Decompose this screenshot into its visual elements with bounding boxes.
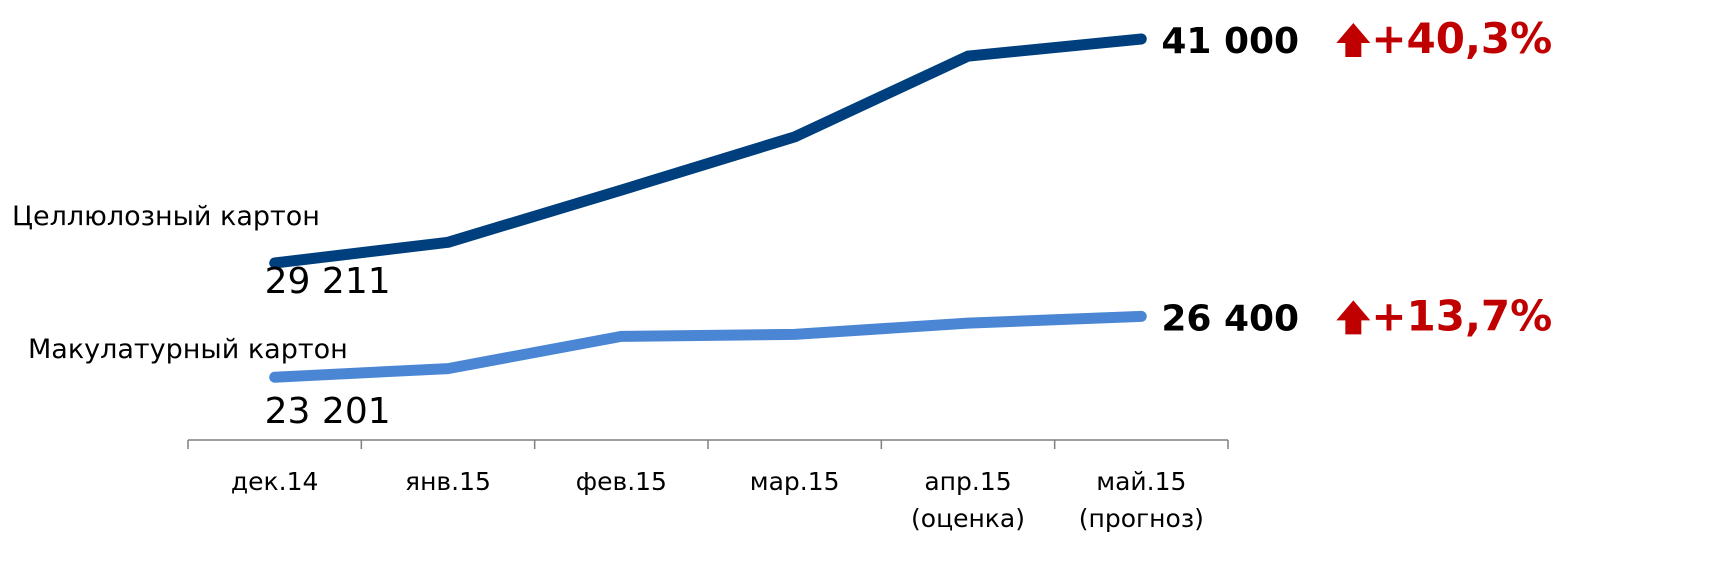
change-percent-label: +13,7% — [1371, 291, 1552, 340]
start-value-label: 29 211 — [265, 261, 391, 302]
x-tick-label: дек.14 — [231, 467, 319, 496]
start-value-label: 23 201 — [265, 391, 391, 432]
chart-labels: Целлюлозный картон 29 211 41 000 +40,3% Маку… — [12, 14, 1552, 432]
x-axis: дек.14 янв.15 фев.15 мар.15 апр.15 (оценка) ма… — [187, 439, 1229, 533]
x-tick-label: мар.15 — [750, 467, 840, 496]
x-tick-sublabel: (прогноз) — [1079, 504, 1204, 533]
change-percent-label: +40,3% — [1371, 14, 1552, 63]
x-tick-sublabel: (оценка) — [911, 504, 1025, 533]
series-name-label: Целлюлозный картон — [12, 201, 320, 232]
arrow-up-icon — [1336, 23, 1371, 57]
x-tick-label: янв.15 — [405, 467, 491, 496]
series-lines — [269, 33, 1147, 383]
x-tick-label: апр.15 — [924, 467, 1011, 496]
x-tick-label: май.15 — [1096, 467, 1186, 496]
end-value-label: 26 400 — [1161, 298, 1299, 339]
x-tick-label: фев.15 — [576, 467, 667, 496]
series-line — [269, 33, 1147, 269]
series-name-label: Макулатурный картон — [28, 334, 348, 365]
series-line — [269, 310, 1147, 383]
arrow-up-icon — [1336, 300, 1371, 335]
end-value-label: 41 000 — [1161, 21, 1299, 62]
